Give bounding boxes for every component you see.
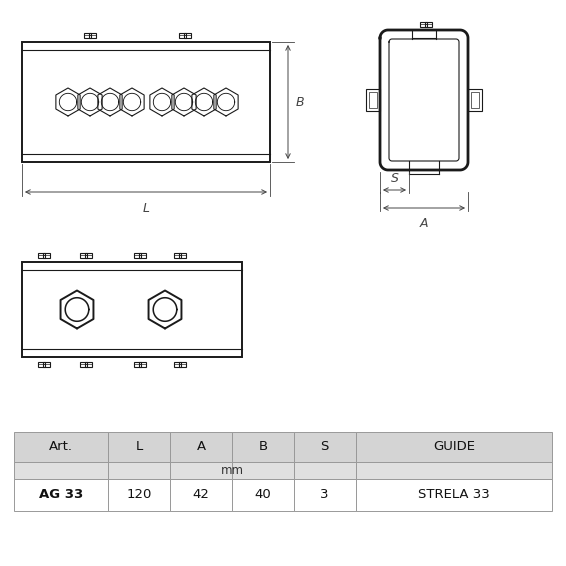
Bar [14,479,108,511]
Text: Art.: Art. [49,440,73,453]
Text: mm: mm [220,464,243,477]
Bar [294,479,355,511]
Bar [294,462,355,479]
Bar [355,462,552,479]
Text: S: S [320,440,329,453]
Bar [108,462,170,479]
Bar [108,432,170,462]
Text: A: A [196,440,205,453]
Bar [471,92,479,108]
Text: A: A [420,217,428,230]
Bar [232,432,294,462]
Bar [170,432,232,462]
Bar [468,89,482,111]
Bar [22,262,242,357]
Bar [170,479,232,511]
Bar [170,462,232,479]
Bar [14,462,108,479]
Bar [108,479,170,511]
Bar [14,432,108,462]
Bar [22,42,270,162]
Text: S: S [391,172,398,185]
Text: 42: 42 [192,488,209,501]
Text: STRELA 33: STRELA 33 [418,488,490,501]
Bar [355,432,552,462]
Text: L: L [135,440,143,453]
Text: 40: 40 [255,488,271,501]
Bar [294,432,355,462]
Text: B: B [258,440,267,453]
Bar [355,479,552,511]
Bar [369,92,377,108]
Bar [232,462,294,479]
Bar [366,89,380,111]
Text: B: B [296,96,305,109]
Bar [232,479,294,511]
Text: 120: 120 [126,488,152,501]
Text: GUIDE: GUIDE [433,440,475,453]
Text: 3: 3 [320,488,329,501]
Text: L: L [143,202,149,215]
Text: AG 33: AG 33 [39,488,83,501]
